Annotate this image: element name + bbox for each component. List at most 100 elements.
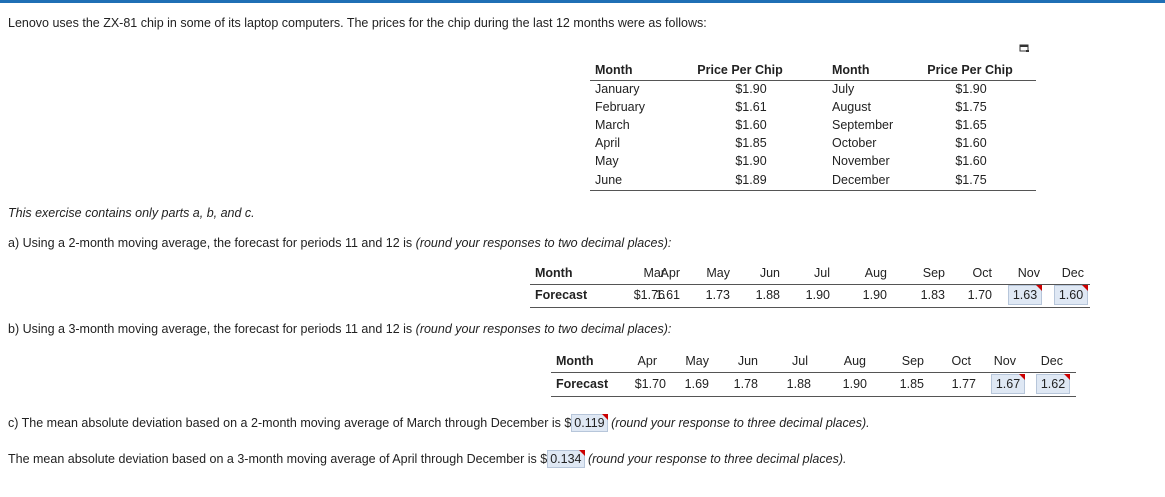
answer-input-nov[interactable]: 1.67 — [991, 374, 1025, 394]
forecast-value: 1.90 — [862, 288, 887, 302]
forecast-value: 1.88 — [755, 288, 780, 302]
forecast-row: Forecast $1.70 1.69 1.78 1.88 1.90 1.85 … — [551, 373, 1076, 395]
forecast-value: 1.73 — [705, 288, 730, 302]
forecast-row-label: Forecast — [556, 377, 609, 391]
month-header: Dec — [1061, 266, 1084, 280]
price-cell: $1.60 — [735, 118, 767, 132]
part-a-question: a) Using a 2-month moving average, the f… — [8, 236, 413, 250]
part-b-prompt: b) Using a 3-month moving average, the f… — [8, 322, 671, 336]
month-cell: August — [832, 100, 871, 114]
month-header: May — [706, 266, 730, 280]
header-month-2: Month — [832, 63, 870, 77]
price-table-header: Month Price Per Chip Month Price Per Chi… — [590, 62, 1036, 81]
month-header: Jul — [792, 354, 808, 368]
forecast-value: $1.76 — [633, 288, 665, 302]
header-price-1: Price Per Chip — [697, 63, 783, 77]
price-cell: $1.65 — [955, 118, 987, 132]
price-cell: $1.90 — [955, 82, 987, 96]
mad-2month-answer[interactable]: 0.119 — [571, 414, 609, 432]
month-header: Jul — [814, 266, 830, 280]
month-row-label: Month — [535, 266, 573, 280]
forecast-value: $1.70 — [634, 377, 666, 391]
forecast-row: Forecast $1.76 1.61 1.73 1.88 1.90 1.90 … — [530, 284, 1090, 306]
month-cell: December — [832, 173, 890, 187]
top-accent-bar — [0, 0, 1165, 3]
copy-table-icon[interactable] — [1019, 44, 1030, 53]
price-row: May $1.90 November $1.60 — [590, 154, 1036, 172]
part-b-question: b) Using a 3-month moving average, the f… — [8, 322, 413, 336]
forecast-table-3month: Month Apr May Jun Jul Aug Sep Oct Nov De… — [551, 350, 1076, 397]
forecast-value: 1.78 — [733, 377, 758, 391]
forecast-value: 1.77 — [951, 377, 976, 391]
month-cell: February — [595, 100, 646, 114]
price-cell: $1.90 — [735, 154, 767, 168]
month-header: Mar — [643, 266, 665, 280]
month-cell: June — [595, 173, 623, 187]
month-row-label: Month — [556, 354, 594, 368]
month-cell: October — [832, 136, 877, 150]
month-header: Dec — [1040, 354, 1063, 368]
month-cell: September — [832, 118, 894, 132]
month-cell: January — [595, 82, 640, 96]
price-cell: $1.75 — [955, 100, 987, 114]
month-header: Apr — [637, 354, 657, 368]
price-row: February $1.61 August $1.75 — [590, 100, 1036, 118]
mad-3month-text: The mean absolute deviation based on a 3… — [8, 452, 548, 466]
price-cell: $1.61 — [735, 100, 767, 114]
forecast-value: 1.83 — [920, 288, 945, 302]
part-b-instruction: (round your responses to two decimal pla… — [415, 322, 672, 336]
exercise-note: This exercise contains only parts a, b, … — [8, 206, 255, 220]
price-table: Month Price Per Chip Month Price Per Chi… — [590, 62, 1036, 191]
price-cell: $1.90 — [735, 82, 767, 96]
forecast-value: 1.90 — [805, 288, 830, 302]
header-month-1: Month — [595, 63, 633, 77]
price-row: March $1.60 September $1.65 — [590, 118, 1036, 136]
part-c-line-2: The mean absolute deviation based on a 3… — [8, 450, 846, 468]
answer-input-nov[interactable]: 1.63 — [1008, 285, 1042, 305]
price-cell: $1.60 — [955, 154, 987, 168]
month-header: Apr — [660, 266, 680, 280]
month-header: Aug — [864, 266, 887, 280]
month-header: Aug — [843, 354, 866, 368]
part-a-prompt: a) Using a 2-month moving average, the f… — [8, 236, 671, 250]
forecast-row-label: Forecast — [535, 288, 588, 302]
forecast-value: 1.70 — [967, 288, 992, 302]
month-cell: November — [832, 154, 890, 168]
month-header: Sep — [922, 266, 945, 280]
month-header: Oct — [972, 266, 992, 280]
month-cell: May — [595, 154, 619, 168]
month-cell: July — [832, 82, 855, 96]
header-price-2: Price Per Chip — [927, 63, 1013, 77]
answer-input-dec[interactable]: 1.60 — [1054, 285, 1088, 305]
month-header: Jun — [759, 266, 780, 280]
month-header: Sep — [901, 354, 924, 368]
price-cell: $1.85 — [735, 136, 767, 150]
month-cell: April — [595, 136, 621, 150]
price-cell: $1.75 — [955, 173, 987, 187]
mad-3month-answer[interactable]: 0.134 — [547, 450, 585, 468]
forecast-table-2month: Month Mar Apr May Jun Jul Aug Sep Oct No… — [530, 262, 1090, 308]
month-header: Jun — [737, 354, 758, 368]
mad-3month-instruction: (round your response to three decimal pl… — [587, 452, 847, 466]
forecast-value: 1.69 — [684, 377, 709, 391]
price-row: June $1.89 December $1.75 — [590, 173, 1036, 191]
part-a-instruction: (round your responses to two decimal pla… — [415, 236, 672, 250]
part-c-line-1: c) The mean absolute deviation based on … — [8, 414, 870, 432]
forecast-value: 1.85 — [899, 377, 924, 391]
mad-2month-text: c) The mean absolute deviation based on … — [8, 416, 572, 430]
answer-input-dec[interactable]: 1.62 — [1036, 374, 1070, 394]
month-cell: March — [595, 118, 630, 132]
month-header: Nov — [993, 354, 1016, 368]
price-cell: $1.89 — [735, 173, 767, 187]
forecast-value: 1.61 — [655, 288, 680, 302]
month-header: Oct — [951, 354, 971, 368]
forecast-value: 1.88 — [786, 377, 811, 391]
problem-intro: Lenovo uses the ZX-81 chip in some of it… — [8, 16, 707, 30]
price-cell: $1.60 — [955, 136, 987, 150]
month-row: Month Apr May Jun Jul Aug Sep Oct Nov De… — [551, 350, 1076, 373]
month-header: Nov — [1017, 266, 1040, 280]
month-header: May — [685, 354, 709, 368]
price-row: April $1.85 October $1.60 — [590, 136, 1036, 154]
month-row: Month Mar Apr May Jun Jul Aug Sep Oct No… — [530, 262, 1090, 285]
price-row: January $1.90 July $1.90 — [590, 82, 1036, 100]
